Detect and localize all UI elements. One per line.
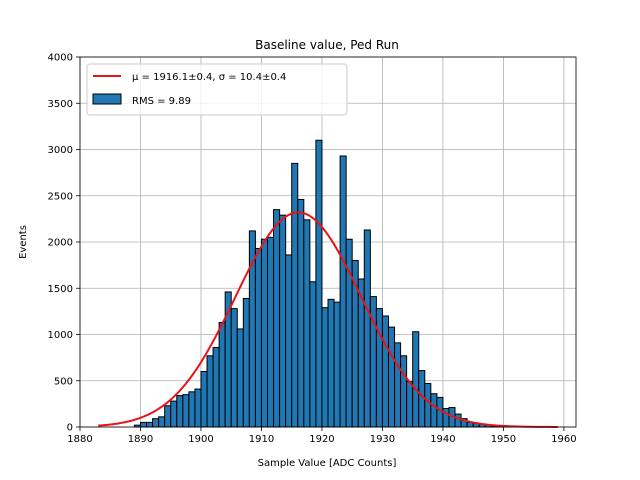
legend-hist-swatch bbox=[92, 93, 122, 105]
x-tick-label-1: 1890 bbox=[128, 434, 153, 445]
histogram-bar-1897 bbox=[182, 394, 190, 428]
histogram-bar-1919 bbox=[315, 139, 323, 428]
histogram-bar-1903 bbox=[218, 321, 226, 428]
histogram-bar-1931 bbox=[387, 326, 396, 428]
x-tick-label-5: 1930 bbox=[370, 434, 395, 445]
y-axis-label: Events bbox=[18, 225, 29, 259]
x-tick-label-7: 1950 bbox=[491, 434, 516, 445]
histogram-bar-1899 bbox=[194, 388, 202, 428]
histogram-bar-1933 bbox=[400, 355, 408, 428]
legend-box bbox=[86, 63, 348, 116]
y-tick-label-5: 2500 bbox=[48, 191, 73, 202]
histogram-bar-1902 bbox=[212, 346, 220, 428]
histogram-bar-1893 bbox=[158, 416, 166, 428]
histogram-bar-1915 bbox=[291, 162, 299, 428]
y-tick-label-7: 3500 bbox=[48, 99, 73, 110]
histogram-bar-1913 bbox=[279, 214, 287, 428]
histogram-bar-1937 bbox=[424, 383, 432, 428]
histogram-bar-1898 bbox=[188, 391, 196, 428]
histogram-bar-1942 bbox=[454, 413, 462, 428]
histogram-bar-1916 bbox=[297, 198, 305, 428]
histogram-bar-1900 bbox=[200, 371, 208, 428]
y-tick-label-4: 2000 bbox=[48, 238, 73, 249]
histogram-bar-1895 bbox=[170, 400, 178, 428]
histogram-bar-1914 bbox=[285, 254, 293, 428]
histogram-bar-1890 bbox=[139, 421, 148, 428]
histogram-bar-1894 bbox=[164, 405, 172, 428]
y-tick-label-3: 1500 bbox=[48, 284, 73, 295]
histogram-bar-1906 bbox=[236, 328, 244, 428]
legend: μ = 1916.1±0.4, σ = 10.4±0.4 RMS = 9.89 bbox=[86, 63, 348, 116]
x-tick-label-2: 1900 bbox=[188, 434, 213, 445]
histogram-bar-1909 bbox=[254, 247, 262, 428]
histogram-bar-1921 bbox=[327, 298, 335, 428]
y-tick-label-0: 0 bbox=[67, 423, 73, 434]
y-tick-label-1: 500 bbox=[54, 376, 73, 387]
histogram-bar-1892 bbox=[152, 418, 160, 428]
histogram-bar-1911 bbox=[267, 236, 275, 428]
histogram-bar-1918 bbox=[309, 281, 317, 428]
histogram-bar-1927 bbox=[363, 229, 371, 428]
histogram-bar-1910 bbox=[260, 238, 269, 428]
x-axis-label: Sample Value [ADC Counts] bbox=[258, 458, 397, 469]
y-tick-label-6: 3000 bbox=[48, 145, 73, 156]
histogram-bar-1917 bbox=[303, 219, 311, 428]
histogram-bar-1920 bbox=[321, 307, 329, 428]
y-axis: 0 500 1000 1500 2000 2500 3000 3500 4000 bbox=[48, 53, 80, 434]
y-tick-label-8: 4000 bbox=[48, 53, 73, 64]
x-tick-label-8: 1960 bbox=[551, 434, 576, 445]
x-tick-label-4: 1920 bbox=[309, 434, 334, 445]
histogram-bar-1934 bbox=[406, 381, 414, 428]
histogram-bar-1912 bbox=[273, 209, 281, 428]
histogram-bar-1930 bbox=[381, 315, 389, 428]
histogram-bar-1907 bbox=[242, 297, 250, 428]
histogram-bar-1932 bbox=[394, 342, 402, 428]
x-tick-label-0: 1880 bbox=[67, 434, 92, 445]
histogram-bar-1901 bbox=[206, 355, 214, 428]
x-tick-label-6: 1940 bbox=[430, 434, 455, 445]
histogram-bar-1922 bbox=[333, 301, 341, 428]
histogram-bar-1896 bbox=[176, 395, 184, 428]
histogram-bars bbox=[133, 139, 517, 428]
histogram-bar-1938 bbox=[430, 393, 438, 428]
gaussian-fit-curve bbox=[98, 211, 558, 428]
x-axis: 1880 1890 1900 1910 1920 1930 1940 1950 1960 bbox=[67, 427, 577, 445]
histogram-bar-1935 bbox=[412, 331, 420, 428]
histogram-bar-1905 bbox=[230, 308, 238, 428]
histogram-bar-1923 bbox=[339, 155, 347, 428]
legend-hist-label: RMS = 9.89 bbox=[132, 96, 191, 107]
histogram-bar-1929 bbox=[375, 308, 383, 428]
chart-title: Baseline value, Ped Run bbox=[255, 38, 399, 52]
x-tick-label-3: 1910 bbox=[249, 434, 274, 445]
legend-fit-label: μ = 1916.1±0.4, σ = 10.4±0.4 bbox=[132, 72, 286, 83]
y-tick-label-2: 1000 bbox=[48, 330, 73, 341]
histogram-bar-1891 bbox=[146, 421, 154, 428]
